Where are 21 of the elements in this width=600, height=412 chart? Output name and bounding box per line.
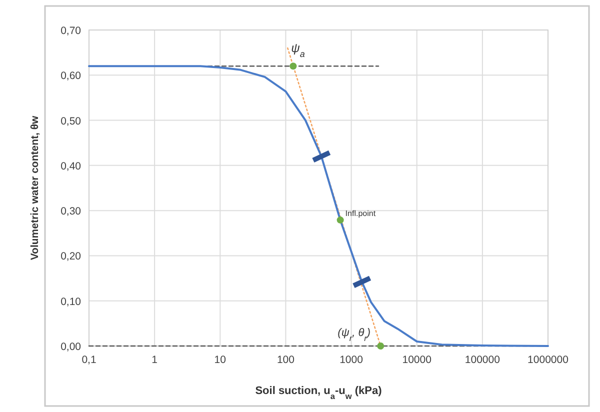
y-tick-label: 0,60 <box>60 70 82 82</box>
y-tick-label: 0,70 <box>60 25 82 37</box>
y-tick-label: 0,50 <box>60 115 82 128</box>
x-tick-label: 0,1 <box>82 354 96 366</box>
y-tick-label: 0,20 <box>60 250 82 263</box>
x-tick-label: 100 <box>276 354 295 366</box>
x-tick-label: 1000000 <box>528 354 569 366</box>
x-tick-label: 1000 <box>340 354 364 366</box>
x-tick-label: 10000 <box>402 354 432 366</box>
y-tick-label: 0,10 <box>60 296 82 308</box>
y-tick-label: 0,30 <box>60 206 82 218</box>
y-tick-label: 0,00 <box>60 341 82 353</box>
annotation: ψ$_{a}$ <box>291 41 305 60</box>
x-tick-label: 1 <box>152 354 158 366</box>
annotation: (ψ$_{r}$, θ$_{r}$) <box>338 327 371 342</box>
y-tick-label: 0,40 <box>60 160 82 172</box>
x-tick-label: 10 <box>214 354 226 366</box>
x-axis-title: Soil suction, u$_{a}$-u$_{w}$ (kPa) <box>255 385 382 400</box>
x-tick-label: 100000 <box>464 354 500 366</box>
y-axis-title: Volumetric water content, θw <box>29 115 41 260</box>
annotation: Infl.point <box>345 209 376 218</box>
